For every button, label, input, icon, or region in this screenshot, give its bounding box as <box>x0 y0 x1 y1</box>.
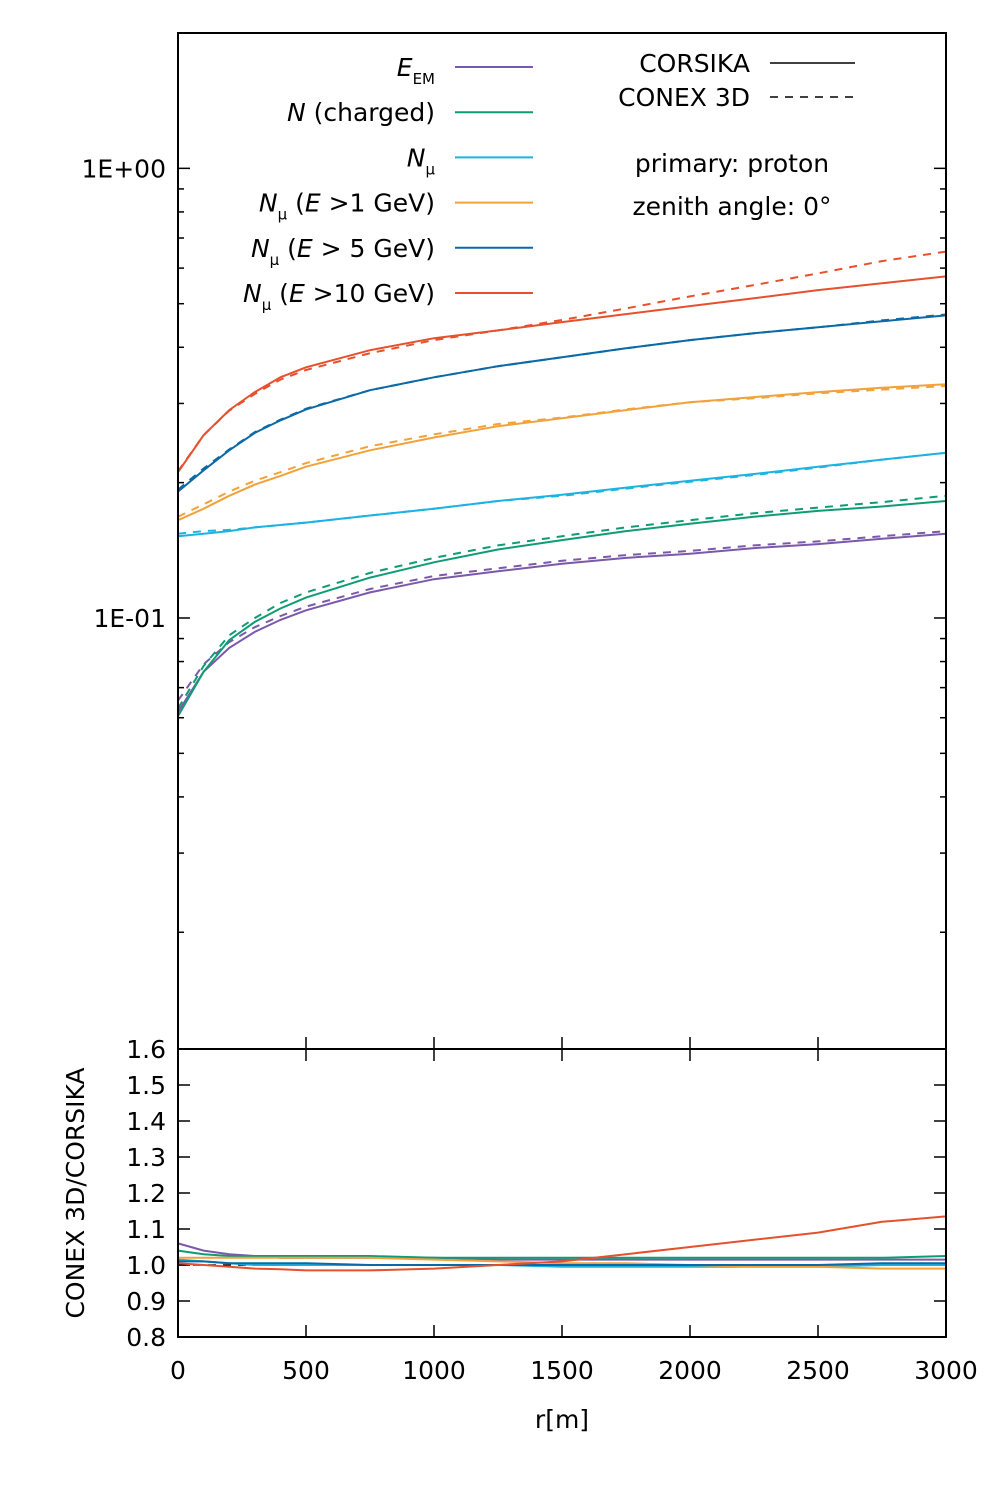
data-line <box>177 530 947 702</box>
legend-label-part: >1 GeV) <box>321 189 435 218</box>
data-line <box>177 250 947 472</box>
x-axis-label: r[m] <box>535 1405 589 1434</box>
legend-label: Nμ <box>407 143 436 178</box>
y-tick-label: 1.4 <box>126 1107 166 1136</box>
legend-label-part: μ <box>262 296 272 314</box>
x-tick-label: 1500 <box>530 1356 594 1385</box>
annotation: primary: proton <box>635 149 829 178</box>
y-tick-label: 1.0 <box>126 1251 166 1280</box>
legend-label-part: EM <box>413 70 435 88</box>
legend-label: CORSIKA <box>639 49 750 78</box>
x-tick-label: 2500 <box>786 1356 850 1385</box>
legend-label-part: N <box>287 98 306 127</box>
data-line <box>177 500 947 717</box>
y-tick-label: 1E+00 <box>82 154 166 183</box>
x-tick-label: 0 <box>170 1356 186 1385</box>
plot-frame <box>177 1048 947 1338</box>
legend-label-part: N <box>407 143 426 172</box>
legend-label: Nμ (E > 5 GeV) <box>251 234 435 269</box>
legend-label-part: μ <box>270 251 280 269</box>
y-tick-label: 0.8 <box>126 1323 166 1352</box>
legend-label: CONEX 3D <box>618 83 750 112</box>
legend-label-part: E <box>289 279 305 308</box>
legend-label-part: E <box>297 234 313 263</box>
legend-label-part: ( <box>279 234 297 263</box>
legend-label: Nμ (E >10 GeV) <box>243 279 435 314</box>
y-axis-label: CONEX 3D/CORSIKA <box>61 1067 90 1318</box>
legend-label-part: N <box>259 189 278 218</box>
ratio-line <box>177 1249 947 1259</box>
data-line <box>177 532 947 713</box>
y-tick-label: 1.1 <box>126 1215 166 1244</box>
legend-label-part: μ <box>425 160 435 178</box>
annotation: zenith angle: 0° <box>632 192 831 221</box>
legend-label-part: μ <box>278 206 288 224</box>
x-tick-label: 500 <box>282 1356 330 1385</box>
y-tick-label: 1.3 <box>126 1143 166 1172</box>
y-tick-label: 1.6 <box>126 1035 166 1064</box>
legend-label: EEM <box>397 53 435 88</box>
data-line <box>177 385 947 518</box>
legend-label: N (charged) <box>287 98 435 127</box>
y-tick-label: 1.2 <box>126 1179 166 1208</box>
x-tick-label: 1000 <box>402 1356 466 1385</box>
y-tick-label: 1.5 <box>126 1071 166 1100</box>
legend-label-part: (charged) <box>306 98 435 127</box>
legend-label-part: ( <box>271 279 289 308</box>
ratio-line <box>177 1215 947 1272</box>
legend-label-part: N <box>251 234 270 263</box>
legend-label-part: > 5 GeV) <box>313 234 435 263</box>
data-line <box>177 383 947 522</box>
legend-label-part: ( <box>287 189 305 218</box>
data-line <box>177 451 947 535</box>
y-tick-label: 0.9 <box>126 1287 166 1316</box>
legend-label-part: E <box>305 189 321 218</box>
legend-label-part: E <box>397 53 413 82</box>
data-line <box>177 494 947 710</box>
legend-label-part: >10 GeV) <box>305 279 435 308</box>
ratio-line <box>178 1256 946 1270</box>
ratio-line <box>178 1260 946 1266</box>
x-tick-label: 2000 <box>658 1356 722 1385</box>
data-line <box>177 313 947 491</box>
y-tick-label: 1E-01 <box>93 604 166 633</box>
legend-label: Nμ (E >1 GeV) <box>259 189 435 224</box>
legend-label-part: N <box>243 279 262 308</box>
x-tick-label: 3000 <box>914 1356 978 1385</box>
